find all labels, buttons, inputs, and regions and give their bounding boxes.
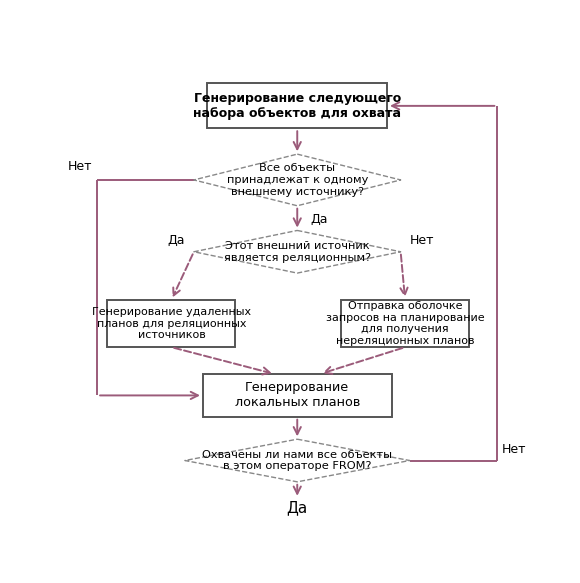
Text: Да: Да: [311, 212, 328, 226]
Text: Нет: Нет: [68, 160, 93, 173]
Text: Да: Да: [168, 234, 185, 247]
Text: Все объекты
принадлежат к одному
внешнему источнику?: Все объекты принадлежат к одному внешнем…: [227, 163, 368, 196]
Text: Да: Да: [287, 500, 308, 515]
Text: Отправка оболочке
запросов на планирование
для получения
нереляционных планов: Отправка оболочке запросов на планирован…: [326, 301, 484, 346]
Text: Нет: Нет: [502, 443, 526, 456]
FancyBboxPatch shape: [208, 83, 387, 128]
Polygon shape: [185, 439, 409, 482]
FancyBboxPatch shape: [107, 300, 235, 347]
Text: Генерирование удаленных
планов для реляционных
источников: Генерирование удаленных планов для реляц…: [92, 307, 251, 340]
Text: Генерирование следующего
набора объектов для охвата: Генерирование следующего набора объектов…: [193, 92, 401, 120]
Polygon shape: [194, 154, 401, 206]
Text: Охвачены ли нами все объекты
в этом операторе FROM?: Охвачены ли нами все объекты в этом опер…: [202, 449, 392, 471]
Text: Этот внешний источник
является реляционным?: Этот внешний источник является реляционн…: [224, 241, 371, 262]
Text: Генерирование
локальных планов: Генерирование локальных планов: [234, 381, 360, 409]
Text: Нет: Нет: [409, 234, 434, 247]
FancyBboxPatch shape: [203, 374, 392, 417]
Polygon shape: [194, 230, 401, 273]
FancyBboxPatch shape: [341, 300, 469, 347]
